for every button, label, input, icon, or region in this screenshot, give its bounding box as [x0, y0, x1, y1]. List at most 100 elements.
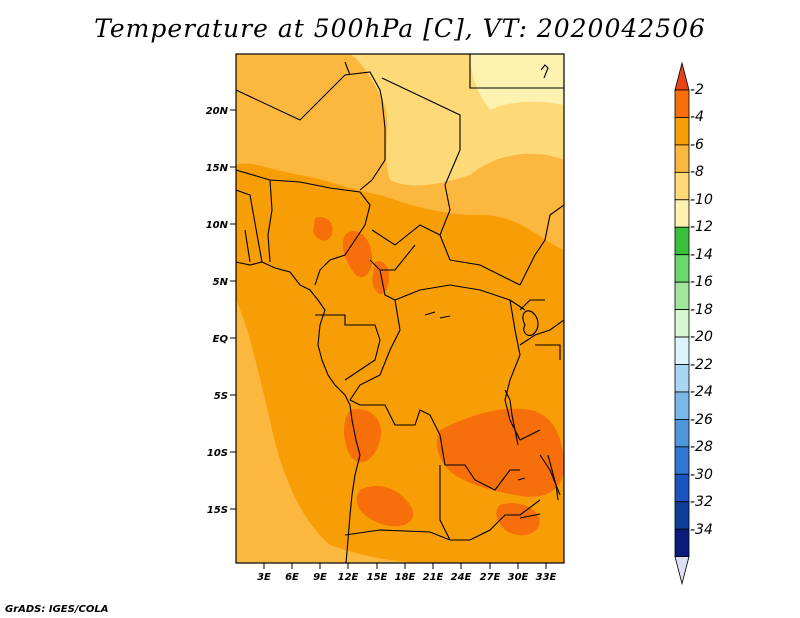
- lat-label-20n: 20N: [206, 106, 229, 117]
- cb-label-m2: -2: [690, 82, 704, 98]
- border-congo-drc: [349, 299, 401, 401]
- lat-label-5n: 5N: [213, 277, 229, 288]
- lon-label-27e: 27E: [480, 572, 501, 583]
- border-zambia-south: [469, 499, 541, 541]
- lake-malawi: [547, 454, 559, 501]
- field-contour-warm-east: [436, 408, 564, 497]
- border-drc-zambia: [439, 434, 520, 491]
- border-east-africa-lakes: [519, 319, 564, 360]
- colorbar-swatch: [674, 281, 690, 310]
- colorbar-swatch: [674, 226, 690, 256]
- lon-label-9e: 9E: [313, 572, 327, 583]
- field-contour-warm-north-3: [372, 261, 390, 295]
- lon-label-18e: 18E: [395, 572, 416, 583]
- lon-label-15e: 15E: [367, 572, 388, 583]
- border-drc-angola-north: [349, 399, 441, 436]
- lake-small-north: [540, 64, 549, 79]
- lon-label-33e: 33E: [536, 572, 557, 583]
- border-nigeria-cameroon: [314, 191, 371, 286]
- colorbar-top-arrow: [674, 61, 690, 91]
- colorbar-swatch: [674, 391, 690, 420]
- border-west-africa: [236, 189, 263, 263]
- coastline-west: [236, 261, 361, 563]
- lake-victoria: [522, 310, 539, 336]
- political-boundaries: [236, 54, 564, 563]
- grads-credit: GrADS: IGES/COLA: [5, 604, 109, 615]
- cb-label-m22: -22: [690, 357, 713, 373]
- field-contour-warm-west: [344, 409, 381, 463]
- border-angola-namibia: [344, 529, 470, 541]
- cb-label-m4: -4: [690, 109, 704, 125]
- lon-label-24e: 24E: [451, 572, 472, 583]
- colorbar-swatch: [674, 336, 690, 365]
- cb-label-m10: -10: [690, 192, 713, 208]
- colorbar-swatch: [674, 144, 690, 173]
- lon-label-30e: 30E: [508, 572, 529, 583]
- lat-label-15s: 15S: [207, 505, 228, 516]
- border-benin-togo: [267, 179, 273, 263]
- cb-label-m6: -6: [690, 137, 704, 153]
- border-car-sudan: [449, 259, 521, 286]
- lon-label-12e: 12E: [338, 572, 359, 583]
- latitude-axis: 20N 15N 10N 5N EQ 5S 10S 15S: [206, 106, 236, 516]
- cb-label-m8: -8: [690, 164, 704, 180]
- cb-label-m20: -20: [690, 329, 713, 345]
- border-cameroon-gabon-congo: [315, 314, 381, 381]
- border-chad-car: [369, 224, 441, 271]
- field-contour-warm-south-east: [496, 503, 540, 536]
- cb-label-m18: -18: [690, 302, 713, 318]
- field-contour-warm-north-2: [313, 216, 333, 241]
- lake-small-east: [517, 477, 541, 519]
- lake-small-center: [424, 311, 451, 319]
- colorbar-bottom-arrow: [674, 556, 690, 586]
- cb-label-m32: -32: [690, 494, 713, 510]
- colorbar-swatch: [674, 309, 690, 338]
- colorbar-swatch: [674, 254, 690, 283]
- cb-label-m24: -24: [690, 384, 713, 400]
- colorbar-swatch: [674, 473, 690, 503]
- lon-label-3e: 3E: [257, 572, 271, 583]
- cb-label-m30: -30: [690, 467, 713, 483]
- field-contour-warm-southwest: [356, 485, 414, 527]
- border-drc-east: [504, 299, 521, 441]
- colorbar-swatch: [674, 117, 690, 146]
- colorbar-swatch: [674, 446, 690, 475]
- colorbar-swatch: [674, 528, 690, 558]
- field-contour-pale-yellow-north: [470, 54, 564, 110]
- temperature-field: [236, 54, 564, 563]
- border-car-drc: [379, 269, 526, 311]
- colorbar-swatch: [674, 171, 690, 201]
- colorbar-labels: -2 -4 -6 -8 -10 -12 -14 -16 -18 -20 -22 …: [690, 82, 713, 538]
- cb-label-m34: -34: [690, 522, 713, 538]
- colorbar: [674, 61, 690, 586]
- border-angola-zambia: [439, 465, 451, 541]
- lake-tanganyika: [504, 389, 519, 446]
- lon-label-6e: 6E: [285, 572, 299, 583]
- cb-label-m16: -16: [690, 274, 713, 290]
- lat-label-eq: EQ: [213, 334, 229, 345]
- colorbar-swatch: [674, 501, 690, 530]
- border-libya-egypt: [381, 77, 461, 186]
- cb-label-m14: -14: [690, 247, 713, 263]
- colorbar-swatch: [674, 364, 690, 393]
- field-contour-light-orange-sw: [236, 300, 420, 563]
- colorbar-swatch: [674, 418, 690, 448]
- lat-label-10n: 10N: [206, 220, 229, 231]
- border-egypt-sudan: [469, 54, 564, 89]
- cb-label-m26: -26: [690, 412, 713, 428]
- cb-label-m28: -28: [690, 439, 713, 455]
- field-contour-light-orange-northwest: [245, 100, 329, 152]
- field-contour-warm-north-1: [342, 231, 373, 278]
- border-niger-libya-chad: [344, 61, 386, 191]
- border-chad-sudan: [439, 184, 451, 261]
- lat-label-5s: 5S: [214, 391, 228, 402]
- border-algeria-niger-libya: [236, 71, 383, 121]
- longitude-axis: 3E 6E 9E 12E 15E 18E 21E 24E 27E 30E 33E: [257, 563, 557, 583]
- lon-label-21e: 21E: [423, 572, 444, 583]
- lat-label-10s: 10S: [207, 448, 228, 459]
- colorbar-swatch: [674, 199, 690, 228]
- border-niger-nigeria: [236, 169, 361, 193]
- map-frame: [235, 53, 565, 564]
- border-east-misc: [519, 299, 545, 441]
